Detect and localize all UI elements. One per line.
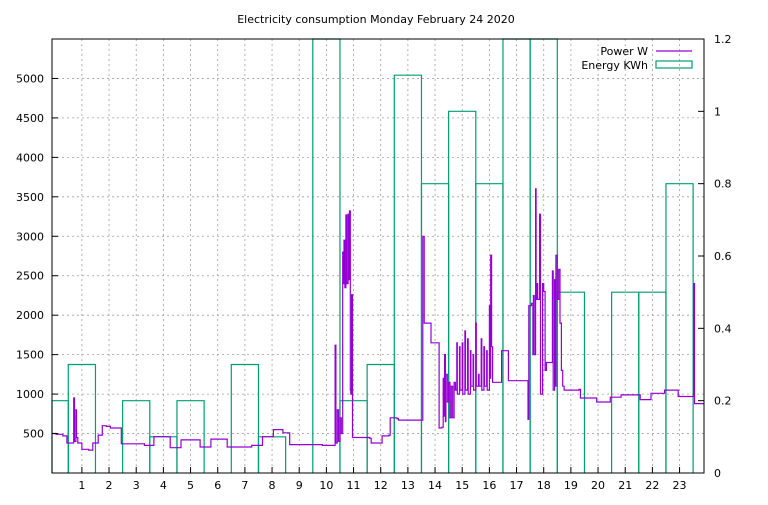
- y-left-tick-label: 1000: [16, 388, 44, 401]
- energy-bar: [67, 363, 97, 473]
- x-tick-label: 16: [482, 479, 496, 492]
- x-tick-label: 4: [160, 479, 167, 492]
- energy-bar: [122, 400, 151, 473]
- y-left-tick-label: 500: [23, 428, 44, 441]
- power-line-group: [52, 188, 704, 451]
- chart-title: Electricity consumption Monday February …: [237, 13, 515, 26]
- axes: 500 1000 1500 2000 2500 3000 3500 4000 4500 5000 0…: [16, 33, 732, 492]
- x-tick-label: 11: [347, 479, 361, 492]
- y-left-tick-label: 4500: [16, 112, 44, 125]
- power-line: [52, 188, 704, 451]
- x-tick-label: 13: [401, 479, 415, 492]
- x-tick-label: 18: [537, 479, 551, 492]
- y-left-tick-label: 5000: [16, 72, 44, 85]
- legend-label-energy: Energy KWh: [581, 59, 648, 72]
- x-tick-label: 8: [269, 479, 276, 492]
- x-tick-label: 1: [78, 479, 85, 492]
- legend: Power W Energy KWh: [581, 45, 693, 72]
- y-left-tick-label: 2500: [16, 270, 44, 283]
- legend-label-power: Power W: [600, 45, 648, 58]
- y-left-tick-label: 3000: [16, 230, 44, 243]
- y-right-tick-label: 0: [714, 467, 721, 480]
- energy-bars: [51, 38, 694, 473]
- x-tick-label: 23: [673, 479, 687, 492]
- energy-bar: [230, 363, 260, 473]
- y-right-tick-label: 0.4: [714, 322, 732, 335]
- energy-bar: [51, 400, 69, 473]
- x-tick-label: 19: [564, 479, 578, 492]
- y-left-tick-label: 4000: [16, 151, 44, 164]
- y-right-tick-label: 0.6: [714, 250, 732, 263]
- x-tick-label: 10: [319, 479, 333, 492]
- y-right-tick-label: 0.8: [714, 178, 732, 191]
- y-left-tick-label: 2000: [16, 309, 44, 322]
- x-tick-label: 2: [106, 479, 113, 492]
- x-tick-label: 3: [133, 479, 140, 492]
- energy-bar: [339, 400, 368, 473]
- x-tick-label: 6: [214, 479, 221, 492]
- energy-bar: [176, 400, 205, 473]
- y-right-tick-label: 0.2: [714, 395, 732, 408]
- x-tick-label: 14: [428, 479, 442, 492]
- y-left-tick-label: 1500: [16, 349, 44, 362]
- x-tick-label: 9: [296, 479, 303, 492]
- x-tick-label: 20: [591, 479, 605, 492]
- x-tick-label: 5: [187, 479, 194, 492]
- y-right-tick-label: 1: [714, 105, 721, 118]
- x-tick-label: 7: [241, 479, 248, 492]
- x-tick-label: 15: [455, 479, 469, 492]
- x-tick-label: 12: [374, 479, 388, 492]
- y-right-tick-label: 1.2: [714, 33, 732, 46]
- legend-swatch-energy: [655, 60, 693, 69]
- x-tick-label: 22: [645, 479, 659, 492]
- y-left-tick-label: 3500: [16, 191, 44, 204]
- energy-bar: [556, 291, 586, 473]
- x-tick-label: 21: [618, 479, 632, 492]
- x-tick-label: 17: [510, 479, 524, 492]
